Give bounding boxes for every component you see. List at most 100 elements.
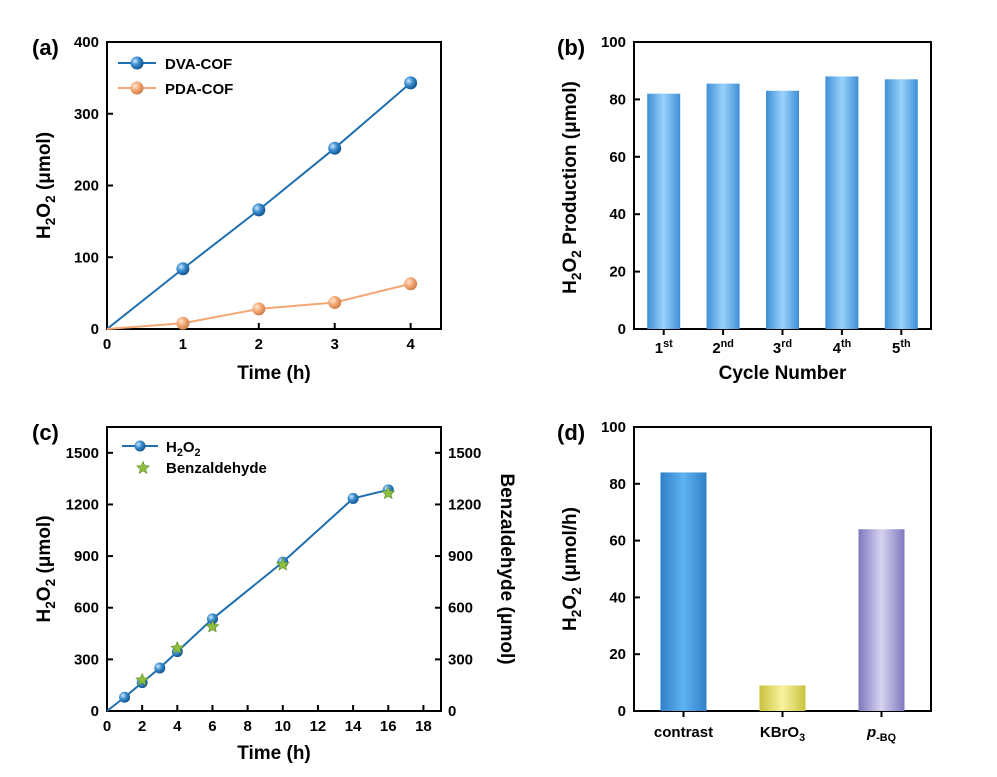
x-tick-label-c: 18 (415, 718, 432, 735)
data-point-benzaldehyde (205, 619, 220, 633)
data-point-h2o2 (206, 613, 218, 625)
legend-marker-pda-cof (130, 81, 144, 95)
data-point-h2o2 (119, 691, 131, 703)
panel-label-b: (b) (557, 35, 585, 60)
y-tick-label-d: 100 (601, 419, 626, 436)
y-tick-label-b: 20 (609, 264, 626, 281)
y-axis-label-b: H2O2 Production (μmol) (560, 81, 584, 294)
data-point-pda-cof (328, 295, 342, 309)
y-tick-label-b: 0 (618, 321, 626, 338)
x-tick-label-b: 4th (833, 338, 852, 357)
y-tick-label-a: 0 (91, 321, 99, 338)
x-tick-label-d: KBrO3 (760, 724, 805, 744)
y-tick-label-a: 400 (74, 34, 99, 51)
y-tick-label-left-c: 600 (74, 600, 99, 617)
data-point-dva-cof (176, 262, 190, 276)
x-tick-label-b: 2nd (712, 338, 734, 357)
x-tick-label-c: 16 (380, 718, 397, 735)
y-axis-label-d: H2O2 (μmol/h) (560, 507, 584, 631)
panel-label-a: (a) (32, 35, 59, 60)
x-tick-label-c: 10 (274, 718, 291, 735)
data-point-dva-cof (404, 76, 418, 90)
legend-marker-benzaldehyde (136, 460, 150, 474)
legend-marker-dva-cof (130, 56, 144, 70)
y-axis-label-a: H2O2 (μmol) (34, 132, 58, 239)
x-tick-label-b: 3rd (773, 338, 792, 357)
data-point-pda-cof (176, 316, 190, 330)
data-point-benzaldehyde (170, 640, 185, 655)
data-point-benzaldehyde (135, 672, 150, 686)
y-tick-label-right-c: 300 (448, 651, 473, 668)
bar-kbro3 (759, 685, 806, 711)
x-tick-label-c: 14 (345, 718, 362, 735)
plot-frame-c (106, 426, 442, 712)
legend-label-benzaldehyde: Benzaldehyde (166, 460, 267, 477)
bar-cycle-3 (766, 90, 799, 329)
y-tick-label-d: 0 (618, 703, 626, 720)
bar-cycle-4 (825, 76, 859, 329)
legend-label-pda-cof: PDA-COF (165, 81, 233, 98)
y-tick-label-d: 80 (609, 476, 626, 493)
series-line-h2o2 (106, 488, 389, 712)
y-tick-label-b: 80 (609, 91, 626, 108)
bar-cycle-2 (706, 83, 740, 330)
y-axis-label-c: H2O2 (μmol) (34, 515, 58, 622)
data-point-dva-cof (252, 203, 266, 217)
data-point-benzaldehyde (381, 486, 396, 500)
legend-label-dva-cof: DVA-COF (165, 56, 232, 73)
plot-frame-a (106, 41, 442, 330)
data-point-benzaldehyde (275, 557, 290, 571)
x-tick-label-d: contrast (654, 724, 713, 741)
x-tick-label-d: p-BQ (866, 724, 896, 744)
legend-label-h2o2: H2O2 (166, 439, 201, 459)
y-tick-label-right-c: 1200 (448, 496, 481, 513)
data-point-pda-cof (404, 277, 418, 291)
y-tick-label-a: 200 (74, 178, 99, 195)
y-tick-label-right-c: 900 (448, 548, 473, 565)
y-tick-label-a: 100 (74, 249, 99, 266)
y-tick-label-right-c: 600 (448, 600, 473, 617)
data-point-h2o2 (347, 492, 359, 504)
bar-p-bq (858, 529, 905, 711)
panel-label-d: (d) (557, 420, 585, 445)
data-point-dva-cof (328, 141, 342, 155)
y-tick-label-a: 300 (74, 106, 99, 123)
y-tick-label-left-c: 1200 (66, 496, 99, 513)
bar-cycle-5 (884, 79, 918, 329)
x-tick-label-b: 5th (892, 338, 911, 357)
data-point-h2o2 (154, 662, 166, 674)
legend-marker-h2o2 (134, 440, 146, 452)
y-tick-label-right-c: 1500 (448, 445, 481, 462)
x-tick-label-c: 4 (173, 718, 182, 735)
x-tick-label-c: 0 (103, 718, 111, 735)
x-axis-label-c: Time (h) (237, 743, 311, 764)
data-point-pda-cof (252, 302, 266, 316)
x-tick-label-c: 8 (243, 718, 251, 735)
bar-contrast (660, 472, 707, 711)
x-tick-label-c: 6 (208, 718, 216, 735)
y-tick-label-d: 40 (609, 589, 626, 606)
y-tick-label-b: 100 (601, 34, 626, 51)
x-axis-label-b: Cycle Number (719, 363, 847, 384)
x-axis-label-a: Time (h) (237, 363, 311, 384)
x-tick-label-a: 0 (103, 336, 111, 353)
x-tick-label-b: 1st (655, 338, 673, 357)
x-tick-label-a: 3 (331, 336, 339, 353)
y-tick-label-right-c: 0 (448, 703, 456, 720)
panel-label-c: (c) (32, 420, 59, 445)
y-tick-label-d: 20 (609, 646, 626, 663)
y-tick-label-left-c: 1500 (66, 445, 99, 462)
bar-cycle-1 (647, 93, 681, 329)
y-tick-label-left-c: 900 (74, 548, 99, 565)
x-tick-label-a: 4 (406, 336, 415, 353)
x-tick-label-c: 2 (138, 718, 146, 735)
y-tick-label-b: 60 (609, 149, 626, 166)
y-tick-label-left-c: 0 (91, 703, 99, 720)
x-tick-label-a: 1 (179, 336, 187, 353)
x-tick-label-a: 2 (255, 336, 263, 353)
y-tick-label-left-c: 300 (74, 651, 99, 668)
y-axis-label-right-c: Benzaldehyde (μmol) (496, 473, 517, 664)
x-tick-label-c: 12 (310, 718, 327, 735)
